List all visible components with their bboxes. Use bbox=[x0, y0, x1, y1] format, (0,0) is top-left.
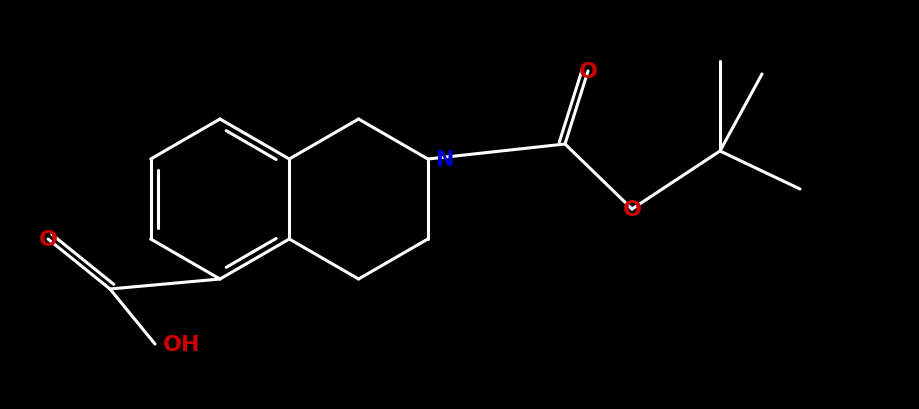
Text: O: O bbox=[39, 229, 58, 249]
Text: N: N bbox=[436, 150, 454, 170]
Text: OH: OH bbox=[163, 334, 200, 354]
Text: O: O bbox=[622, 200, 641, 220]
Text: O: O bbox=[578, 62, 597, 82]
